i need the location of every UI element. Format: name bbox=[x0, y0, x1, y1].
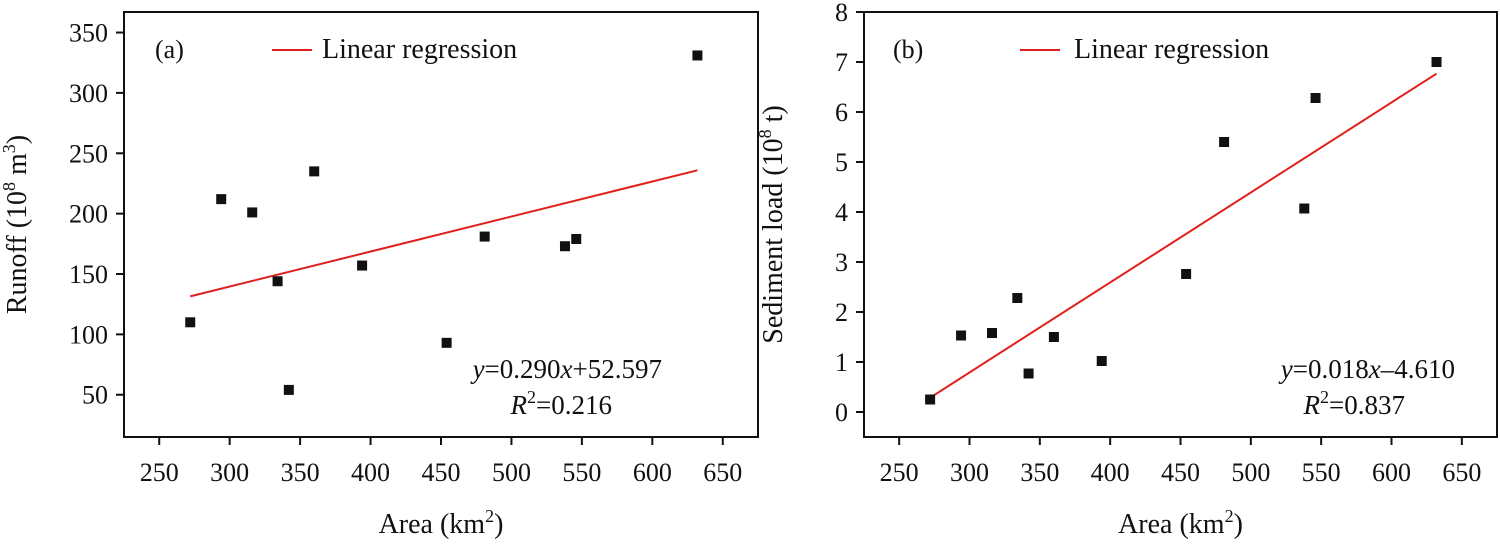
x-tick-label: 300 bbox=[950, 458, 989, 487]
legend-label: Linear regression bbox=[322, 34, 517, 65]
data-point bbox=[1096, 356, 1107, 366]
x-tick-label: 250 bbox=[140, 458, 179, 487]
x-tick-label: 350 bbox=[281, 458, 320, 487]
y-tick-label: 0 bbox=[835, 398, 848, 427]
r-squared-label: R2=0.216 bbox=[510, 387, 612, 420]
data-point bbox=[559, 241, 570, 252]
x-tick-label: 450 bbox=[422, 458, 461, 487]
data-point bbox=[479, 231, 490, 242]
y-tick-label: 150 bbox=[69, 260, 108, 289]
data-point bbox=[1023, 368, 1034, 379]
y-axis-title: Runoff (108 m3) bbox=[0, 135, 33, 314]
x-axis-title: Area (km2) bbox=[1118, 506, 1243, 540]
y-tick-label: 3 bbox=[835, 248, 848, 277]
y-tick-label: 1 bbox=[835, 348, 848, 377]
data-point bbox=[441, 337, 452, 348]
x-tick-label: 500 bbox=[492, 458, 531, 487]
data-point bbox=[1012, 293, 1023, 303]
data-point bbox=[1048, 332, 1059, 342]
x-tick-label: 300 bbox=[210, 458, 249, 487]
data-point bbox=[692, 50, 703, 61]
y-axis-title: Sediment load (108 t) bbox=[755, 105, 789, 343]
x-tick-label: 650 bbox=[703, 458, 742, 487]
y-tick-label: 4 bbox=[835, 198, 848, 227]
data-point bbox=[309, 166, 320, 177]
data-point bbox=[185, 317, 196, 328]
data-point bbox=[956, 330, 967, 341]
panel-label: (b) bbox=[893, 35, 923, 64]
x-tick-label: 600 bbox=[1372, 458, 1411, 487]
data-point bbox=[1431, 57, 1442, 67]
x-tick-label: 350 bbox=[1020, 458, 1059, 487]
x-tick-label: 650 bbox=[1442, 458, 1481, 487]
x-tick-label: 550 bbox=[562, 458, 601, 487]
y-tick-label: 2 bbox=[835, 298, 848, 327]
x-tick-label: 500 bbox=[1231, 458, 1270, 487]
plot-frame bbox=[123, 11, 759, 438]
data-point bbox=[1219, 137, 1230, 147]
y-tick-label: 100 bbox=[69, 320, 108, 349]
x-axis-title: Area (km2) bbox=[379, 506, 504, 540]
y-tick-label: 6 bbox=[835, 98, 848, 127]
y-tick-label: 7 bbox=[835, 48, 848, 77]
x-tick-label: 250 bbox=[880, 458, 919, 487]
y-tick-label: 8 bbox=[835, 0, 848, 27]
chart-panel-a: 250 300 350 400 450 500 550 600 650 50 100 150 200 25… bbox=[0, 11, 759, 540]
regression-line bbox=[929, 72, 1438, 399]
panel-label: (a) bbox=[155, 35, 184, 64]
data-point bbox=[1310, 93, 1321, 103]
data-point bbox=[216, 194, 227, 205]
y-tick-label: 300 bbox=[69, 79, 108, 108]
y-tick-label: 200 bbox=[69, 200, 108, 229]
data-point bbox=[357, 260, 368, 271]
y-tick-label: 5 bbox=[835, 148, 848, 177]
y-tick-label: 50 bbox=[82, 381, 108, 410]
r-squared-label: R2=0.837 bbox=[1303, 387, 1405, 420]
regression-equation: y=0.290x+52.597 bbox=[470, 354, 662, 384]
regression-line bbox=[189, 169, 698, 298]
data-point bbox=[1181, 269, 1192, 279]
data-point bbox=[987, 328, 998, 338]
legend-label: Linear regression bbox=[1074, 34, 1269, 65]
data-point bbox=[571, 233, 582, 244]
x-tick-label: 450 bbox=[1161, 458, 1200, 487]
y-tick-label: 350 bbox=[69, 19, 108, 48]
x-tick-label: 400 bbox=[1091, 458, 1130, 487]
data-point bbox=[283, 384, 294, 395]
y-tick-label: 250 bbox=[69, 139, 108, 168]
x-tick-label: 550 bbox=[1302, 458, 1341, 487]
chart-panel-b: 250 300 350 400 450 500 550 600 650 0 1 2 3 4 5 6 7 8 Area… bbox=[755, 0, 1498, 540]
data-point bbox=[925, 394, 936, 405]
data-point bbox=[1299, 203, 1310, 214]
x-tick-label: 400 bbox=[351, 458, 390, 487]
data-point bbox=[247, 207, 258, 218]
x-tick-label: 600 bbox=[633, 458, 672, 487]
data-point bbox=[272, 276, 283, 287]
regression-equation: y=0.018x–4.610 bbox=[1278, 354, 1455, 384]
